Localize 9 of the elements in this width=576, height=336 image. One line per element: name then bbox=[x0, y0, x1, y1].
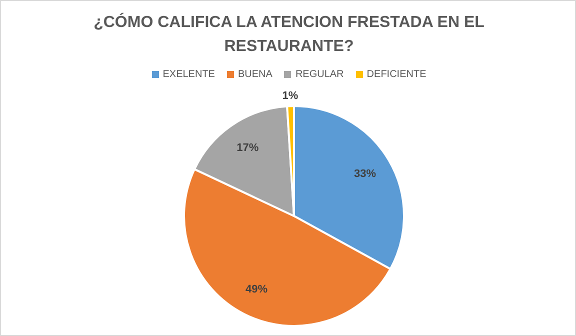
chart-title: ¿CÓMO CALIFICA LA ATENCION FRESTADA EN EL RESTAURANTE? bbox=[92, 12, 486, 57]
data-label: 1% bbox=[282, 90, 298, 102]
data-label: 49% bbox=[246, 284, 268, 296]
legend-label: BUENA bbox=[236, 69, 272, 80]
legend-label: DEFICIENTE bbox=[366, 69, 426, 80]
legend-label: EXELENTE bbox=[162, 69, 215, 80]
data-label: 17% bbox=[236, 142, 259, 154]
legend-label: REGULAR bbox=[294, 69, 344, 80]
data-label: 33% bbox=[354, 168, 376, 180]
